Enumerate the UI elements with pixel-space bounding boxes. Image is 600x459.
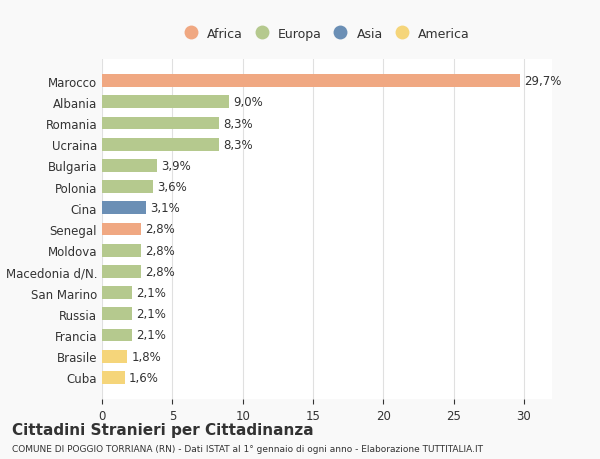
Text: COMUNE DI POGGIO TORRIANA (RN) - Dati ISTAT al 1° gennaio di ogni anno - Elabora: COMUNE DI POGGIO TORRIANA (RN) - Dati IS…: [12, 444, 483, 453]
Text: 8,3%: 8,3%: [223, 117, 253, 130]
Bar: [102, 265, 142, 278]
Text: 2,8%: 2,8%: [146, 223, 175, 236]
Text: 29,7%: 29,7%: [524, 75, 561, 88]
Text: 2,1%: 2,1%: [136, 329, 166, 342]
Text: 1,8%: 1,8%: [131, 350, 161, 363]
Bar: [102, 286, 131, 299]
Bar: [102, 96, 229, 109]
Bar: [102, 329, 131, 341]
Text: 2,8%: 2,8%: [146, 244, 175, 257]
Bar: [102, 160, 157, 173]
Bar: [102, 350, 127, 363]
Text: 3,1%: 3,1%: [150, 202, 179, 215]
Bar: [102, 139, 219, 151]
Bar: [102, 75, 520, 88]
Bar: [102, 118, 219, 130]
Text: Cittadini Stranieri per Cittadinanza: Cittadini Stranieri per Cittadinanza: [12, 422, 314, 437]
Bar: [102, 202, 146, 215]
Text: 2,8%: 2,8%: [146, 265, 175, 278]
Text: 1,6%: 1,6%: [129, 371, 158, 384]
Text: 3,9%: 3,9%: [161, 160, 191, 173]
Bar: [102, 308, 131, 320]
Text: 2,1%: 2,1%: [136, 308, 166, 320]
Text: 8,3%: 8,3%: [223, 139, 253, 151]
Bar: [102, 244, 142, 257]
Text: 3,6%: 3,6%: [157, 181, 187, 194]
Text: 2,1%: 2,1%: [136, 286, 166, 299]
Legend: Africa, Europa, Asia, America: Africa, Europa, Asia, America: [178, 22, 476, 47]
Bar: [102, 223, 142, 236]
Bar: [102, 371, 125, 384]
Text: 9,0%: 9,0%: [233, 96, 263, 109]
Bar: [102, 181, 152, 194]
